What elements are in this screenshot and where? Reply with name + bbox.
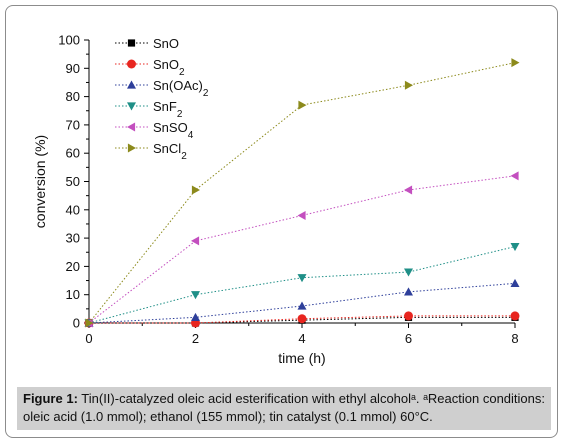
series-line-snf2 bbox=[88, 246, 516, 324]
data-point-sno2 bbox=[404, 311, 413, 321]
data-point-sncl2 bbox=[85, 318, 94, 328]
legend-label-snf2: SnF2 bbox=[153, 99, 183, 120]
y-tick-label: 100 bbox=[58, 33, 80, 48]
x-tick-label: 6 bbox=[405, 331, 412, 346]
data-point-sno2 bbox=[510, 311, 520, 321]
data-point-snso4 bbox=[191, 236, 200, 246]
y-tick-label: 40 bbox=[66, 202, 80, 217]
legend-marker-snso4 bbox=[127, 122, 136, 132]
data-point-sncl2 bbox=[511, 58, 520, 68]
data-point-sn-oac-2 bbox=[404, 287, 413, 296]
y-tick-label: 0 bbox=[73, 316, 80, 331]
data-point-snso4 bbox=[510, 171, 519, 181]
data-point-sncl2 bbox=[404, 80, 413, 90]
figure-frame bbox=[5, 5, 558, 438]
legend-marker-snf2 bbox=[127, 102, 136, 111]
figure-caption: Figure 1: Tin(II)-catalyzed oleic acid e… bbox=[17, 387, 551, 430]
y-tick-label: 80 bbox=[66, 89, 80, 104]
x-tick-label: 2 bbox=[192, 331, 199, 346]
x-tick-label: 4 bbox=[298, 331, 305, 346]
data-point-sn-oac-2 bbox=[297, 301, 307, 310]
y-tick-label: 10 bbox=[66, 287, 80, 302]
y-axis-label: conversion (%) bbox=[32, 135, 48, 228]
legend-marker-sno2 bbox=[127, 59, 136, 69]
legend-label-sno: SnO bbox=[153, 36, 179, 51]
caption-text: Tin(II)-catalyzed oleic acid esterificat… bbox=[23, 391, 545, 424]
data-point-snf2 bbox=[297, 274, 307, 283]
data-point-snf2 bbox=[510, 242, 520, 252]
caption-label: Figure 1: bbox=[23, 391, 78, 406]
x-tick-label: 0 bbox=[85, 331, 92, 346]
legend-label-snso4: SnSO4 bbox=[153, 120, 194, 141]
y-tick-label: 30 bbox=[66, 231, 80, 246]
x-tick-label: 8 bbox=[511, 331, 518, 346]
data-point-sn-oac-2 bbox=[510, 278, 520, 287]
data-point-snso4 bbox=[297, 210, 306, 220]
data-point-snso4 bbox=[404, 185, 413, 195]
y-tick-label: 50 bbox=[66, 174, 80, 189]
y-tick-label: 90 bbox=[66, 61, 80, 76]
legend-marker-sn-oac-2 bbox=[127, 80, 136, 89]
legend-label-sncl2: SnCl2 bbox=[153, 141, 187, 162]
data-point-sn-oac-2 bbox=[191, 312, 200, 321]
data-point-sncl2 bbox=[191, 185, 200, 195]
data-point-snf2 bbox=[404, 268, 413, 277]
y-tick-label: 70 bbox=[66, 117, 80, 132]
data-point-sno2 bbox=[297, 314, 307, 324]
legend-label-sn-oac-2: Sn(OAc)2 bbox=[153, 78, 209, 99]
legend-marker-sncl2 bbox=[127, 143, 136, 153]
series-line-sno2 bbox=[89, 315, 515, 324]
series-line-snso4 bbox=[88, 175, 516, 324]
x-axis-label: time (h) bbox=[278, 350, 325, 366]
data-point-sncl2 bbox=[298, 100, 307, 110]
plot-area: 0 10 20 30 40 50 60 70 80 90 100 0 2 4 6 8 time (h) conve… bbox=[32, 33, 520, 366]
legend-label-sno2: SnO2 bbox=[153, 57, 185, 78]
legend-marker-sno bbox=[127, 39, 136, 47]
data-point-snf2 bbox=[191, 291, 200, 300]
y-tick-label: 20 bbox=[66, 259, 80, 274]
y-tick-label: 60 bbox=[66, 146, 80, 161]
